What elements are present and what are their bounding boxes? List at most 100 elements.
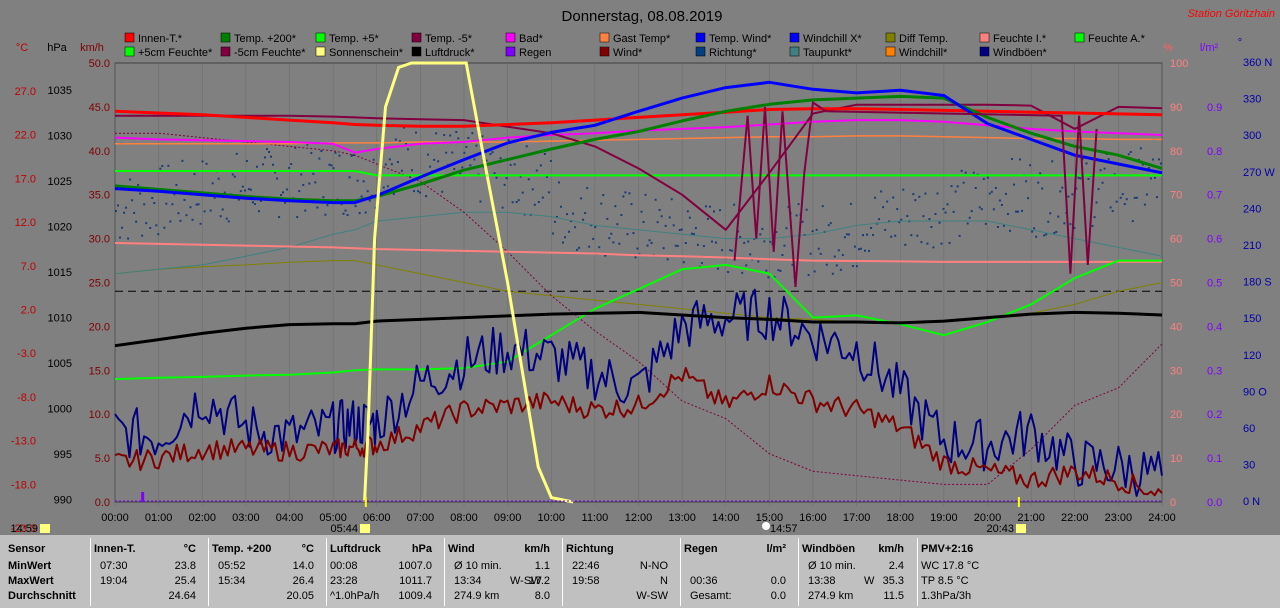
footer-value: 2.4 xyxy=(888,560,904,572)
tick-hpa: 1025 xyxy=(48,176,72,188)
legend-swatch xyxy=(124,46,135,57)
direction-point xyxy=(340,203,343,206)
legend-swatch xyxy=(979,32,990,43)
direction-point xyxy=(853,245,856,248)
direction-point xyxy=(400,169,403,172)
direction-point xyxy=(668,216,671,219)
tick-kmh: 25.0 xyxy=(89,278,110,290)
direction-point xyxy=(717,267,720,270)
direction-point xyxy=(179,219,182,222)
direction-point xyxy=(346,214,349,217)
tick-time: 12:00 xyxy=(625,512,653,524)
direction-point xyxy=(227,220,230,223)
footer-value: 1009.4 xyxy=(398,590,432,602)
direction-point xyxy=(783,244,786,247)
direction-point xyxy=(298,190,301,193)
direction-point xyxy=(372,158,375,161)
footer-row-label: 1.3hPa/3h xyxy=(921,590,972,602)
footer-column: Wind km/h Ø 10 min. 13:34 274.9 km W-SW 1.1 17.… xyxy=(444,535,558,608)
footer-separator xyxy=(326,538,327,606)
direction-point xyxy=(1053,231,1056,234)
direction-point xyxy=(894,234,897,237)
direction-point xyxy=(479,200,482,203)
direction-point xyxy=(1107,158,1110,161)
footer-separator xyxy=(917,538,918,606)
direction-point xyxy=(201,160,204,163)
footer-value: 25.4 xyxy=(174,575,196,587)
footer-separator xyxy=(798,538,799,606)
direction-point xyxy=(320,150,323,153)
series-line xyxy=(114,367,1163,497)
tick-time: 06:00 xyxy=(363,512,391,524)
direction-point xyxy=(841,253,844,256)
tick-temp: -23.0 xyxy=(11,523,36,535)
legend-swatch xyxy=(885,46,896,57)
direction-point xyxy=(686,210,689,213)
tick-time: 11:00 xyxy=(582,512,609,524)
footer-column: Sensor MinWert MaxWert Durchschnitt xyxy=(8,535,88,608)
footer-value: N xyxy=(660,575,668,587)
legend-swatch xyxy=(124,32,135,43)
direction-point xyxy=(312,172,315,175)
direction-point xyxy=(978,206,981,209)
direction-point xyxy=(676,244,679,247)
direction-point xyxy=(272,163,275,166)
direction-point xyxy=(352,153,355,156)
direction-point xyxy=(1037,181,1040,184)
direction-point xyxy=(942,207,945,210)
direction-point xyxy=(153,202,156,205)
direction-point xyxy=(1043,234,1046,237)
tick-time: 22:00 xyxy=(1061,512,1089,524)
tick-hpa: 1010 xyxy=(48,313,72,325)
direction-point xyxy=(712,210,715,213)
direction-point xyxy=(775,231,778,234)
legend-item: Windchill X* xyxy=(789,32,862,45)
direction-point xyxy=(199,222,202,225)
direction-point xyxy=(934,212,937,215)
footer-time: Ø 10 min. xyxy=(454,560,502,572)
legend-item: Feuchte A.* xyxy=(1074,32,1146,45)
direction-point xyxy=(839,268,842,271)
direction-point xyxy=(670,198,673,201)
marker-sunset-icon xyxy=(1016,524,1026,533)
legend-item: Regen xyxy=(505,46,551,59)
direction-point xyxy=(449,134,452,137)
legend-label: Bad* xyxy=(519,33,544,45)
weather-chart: Donnerstag, 08.08.2019 Station Göritzhai… xyxy=(10,8,1276,535)
footer-column: PMV+2:16 WC 17.8 °C TP 8.5 °C 1.3hPa/3h xyxy=(917,535,1021,608)
legend-swatch xyxy=(220,32,231,43)
direction-point xyxy=(1087,177,1090,180)
direction-point xyxy=(503,183,506,186)
legend-item: Windböen* xyxy=(979,46,1048,59)
direction-point xyxy=(602,194,605,197)
direction-point xyxy=(235,152,238,155)
direction-point xyxy=(139,192,142,195)
direction-point xyxy=(1075,187,1078,190)
direction-point xyxy=(527,178,530,181)
direction-point xyxy=(429,165,432,168)
direction-point xyxy=(1159,162,1162,165)
direction-point xyxy=(902,188,905,191)
direction-point xyxy=(561,241,564,244)
tick-pct: 80 xyxy=(1170,146,1182,158)
direction-point xyxy=(350,154,353,157)
tick-hpa: 1015 xyxy=(48,267,72,279)
direction-point xyxy=(268,150,271,153)
tick-time: 24:00 xyxy=(1148,512,1176,524)
direction-point xyxy=(1111,210,1114,213)
direction-point xyxy=(648,239,651,242)
direction-point xyxy=(608,237,611,240)
tick-time: 15:00 xyxy=(756,512,784,524)
series-line xyxy=(115,132,1163,485)
direction-point xyxy=(225,217,228,220)
tick-lm2: 0.5 xyxy=(1207,278,1222,290)
direction-point xyxy=(626,233,629,236)
direction-point xyxy=(475,144,478,147)
direction-point xyxy=(811,230,814,233)
direction-point xyxy=(495,176,498,179)
direction-point xyxy=(960,169,963,172)
legend-label: Temp. +200* xyxy=(234,33,297,45)
footer-mid: W xyxy=(864,575,875,587)
direction-point xyxy=(880,190,883,193)
direction-point xyxy=(1063,222,1066,225)
